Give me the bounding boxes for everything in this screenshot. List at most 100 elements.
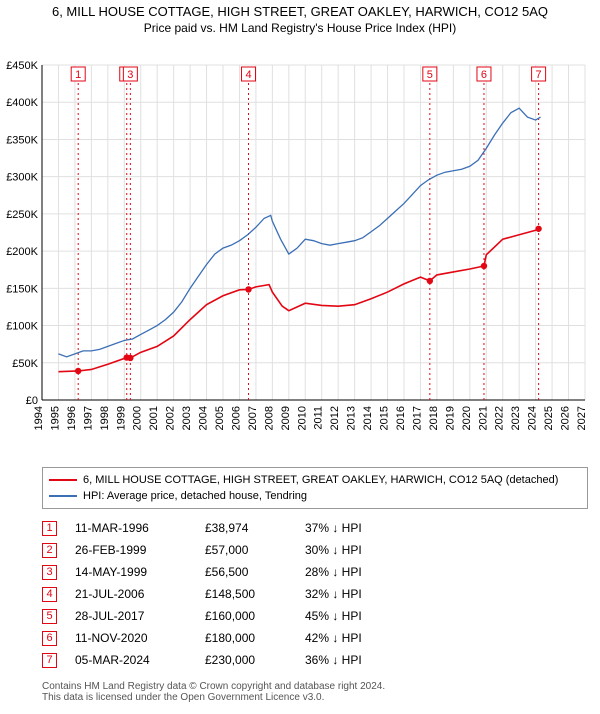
transaction-price: £180,000 xyxy=(205,631,305,645)
transaction-row: 3 14-MAY-1999£56,50028% ↓ HPI xyxy=(42,561,588,583)
svg-text:2005: 2005 xyxy=(214,406,226,430)
footer-line-1: Contains HM Land Registry data © Crown c… xyxy=(42,681,588,692)
transaction-table: 1 11-MAR-1996£38,97437% ↓ HPI 2 26-FEB-1999… xyxy=(42,517,588,671)
transaction-pct: 28% ↓ HPI xyxy=(305,565,415,579)
svg-text:£400K: £400K xyxy=(6,97,38,109)
svg-text:2019: 2019 xyxy=(444,406,456,430)
svg-text:2023: 2023 xyxy=(510,406,522,430)
transaction-date: 05-MAR-2024 xyxy=(75,653,205,667)
svg-text:7: 7 xyxy=(536,69,542,81)
legend-swatch xyxy=(49,495,77,497)
transaction-date: 11-MAR-1996 xyxy=(75,521,205,535)
svg-text:2008: 2008 xyxy=(263,406,275,430)
svg-text:2015: 2015 xyxy=(379,406,391,430)
svg-text:£100K: £100K xyxy=(6,321,38,333)
transaction-marker-box: 2 xyxy=(42,543,57,558)
svg-text:2010: 2010 xyxy=(296,406,308,430)
legend-item: 6, MILL HOUSE COTTAGE, HIGH STREET, GREA… xyxy=(49,472,581,488)
transaction-pct: 36% ↓ HPI xyxy=(305,653,415,667)
svg-text:£0: £0 xyxy=(26,395,38,407)
legend-label: HPI: Average price, detached house, Tend… xyxy=(83,490,307,502)
svg-text:3: 3 xyxy=(127,69,133,81)
svg-text:2022: 2022 xyxy=(494,406,506,430)
svg-text:1: 1 xyxy=(75,69,81,81)
line-chart: £0 £50K £100K £150K £200K £250K £300K £350K £400… xyxy=(0,35,600,465)
svg-text:2017: 2017 xyxy=(411,406,423,430)
transaction-date: 11-NOV-2020 xyxy=(75,631,205,645)
svg-text:2026: 2026 xyxy=(560,406,572,430)
svg-text:2016: 2016 xyxy=(395,406,407,430)
svg-text:1997: 1997 xyxy=(82,406,94,430)
transaction-pct: 32% ↓ HPI xyxy=(305,587,415,601)
transaction-marker-box: 6 xyxy=(42,631,57,646)
chart-area: £0 £50K £100K £150K £200K £250K £300K £350K £400… xyxy=(0,35,600,465)
svg-text:1995: 1995 xyxy=(49,406,61,430)
transaction-price: £56,500 xyxy=(205,565,305,579)
svg-text:1998: 1998 xyxy=(99,406,111,430)
svg-text:£50K: £50K xyxy=(12,358,38,370)
transaction-price: £160,000 xyxy=(205,609,305,623)
svg-text:2009: 2009 xyxy=(280,406,292,430)
transaction-price: £57,000 xyxy=(205,543,305,557)
footer-line-2: This data is licensed under the Open Gov… xyxy=(42,692,588,703)
transaction-row: 2 26-FEB-1999£57,00030% ↓ HPI xyxy=(42,539,588,561)
svg-text:2002: 2002 xyxy=(165,406,177,430)
svg-text:4: 4 xyxy=(245,69,251,81)
svg-text:2003: 2003 xyxy=(181,406,193,430)
transaction-date: 14-MAY-1999 xyxy=(75,565,205,579)
svg-text:2013: 2013 xyxy=(346,406,358,430)
transaction-marker-box: 1 xyxy=(42,521,57,536)
svg-text:1999: 1999 xyxy=(115,406,127,430)
transaction-pct: 42% ↓ HPI xyxy=(305,631,415,645)
svg-text:2004: 2004 xyxy=(198,406,210,430)
transaction-marker-box: 7 xyxy=(42,653,57,668)
legend: 6, MILL HOUSE COTTAGE, HIGH STREET, GREA… xyxy=(42,467,588,509)
transaction-row: 4 21-JUL-2006£148,50032% ↓ HPI xyxy=(42,583,588,605)
svg-text:2021: 2021 xyxy=(477,406,489,430)
svg-text:2000: 2000 xyxy=(132,406,144,430)
svg-text:1996: 1996 xyxy=(66,406,78,430)
transaction-marker-box: 3 xyxy=(42,565,57,580)
transaction-row: 6 11-NOV-2020£180,00042% ↓ HPI xyxy=(42,627,588,649)
transaction-date: 26-FEB-1999 xyxy=(75,543,205,557)
svg-text:5: 5 xyxy=(427,69,433,81)
transaction-pct: 37% ↓ HPI xyxy=(305,521,415,535)
svg-text:6: 6 xyxy=(481,69,487,81)
transaction-marker-box: 5 xyxy=(42,609,57,624)
svg-text:£200K: £200K xyxy=(6,246,38,258)
chart-title: 6, MILL HOUSE COTTAGE, HIGH STREET, GREA… xyxy=(0,4,600,19)
transaction-date: 21-JUL-2006 xyxy=(75,587,205,601)
svg-text:2012: 2012 xyxy=(329,406,341,430)
svg-text:2014: 2014 xyxy=(362,406,374,430)
svg-text:£350K: £350K xyxy=(6,134,38,146)
transaction-row: 5 28-JUL-2017£160,00045% ↓ HPI xyxy=(42,605,588,627)
svg-text:2020: 2020 xyxy=(461,406,473,430)
svg-text:2011: 2011 xyxy=(313,406,325,430)
svg-text:2024: 2024 xyxy=(527,406,539,430)
svg-text:2001: 2001 xyxy=(148,406,160,430)
legend-swatch xyxy=(49,479,77,481)
transaction-pct: 30% ↓ HPI xyxy=(305,543,415,557)
transaction-date: 28-JUL-2017 xyxy=(75,609,205,623)
svg-text:£450K: £450K xyxy=(6,60,38,72)
transaction-price: £148,500 xyxy=(205,587,305,601)
svg-text:1994: 1994 xyxy=(33,406,45,430)
transaction-marker-box: 4 xyxy=(42,587,57,602)
chart-subtitle: Price paid vs. HM Land Registry's House … xyxy=(0,21,600,35)
svg-text:2027: 2027 xyxy=(576,406,588,430)
transaction-pct: 45% ↓ HPI xyxy=(305,609,415,623)
svg-text:£300K: £300K xyxy=(6,172,38,184)
svg-text:2007: 2007 xyxy=(247,406,259,430)
svg-text:2006: 2006 xyxy=(230,406,242,430)
transaction-row: 1 11-MAR-1996£38,97437% ↓ HPI xyxy=(42,517,588,539)
legend-label: 6, MILL HOUSE COTTAGE, HIGH STREET, GREA… xyxy=(83,474,558,486)
legend-item: HPI: Average price, detached house, Tend… xyxy=(49,488,581,504)
svg-text:£250K: £250K xyxy=(6,209,38,221)
svg-text:2018: 2018 xyxy=(428,406,440,430)
transaction-price: £230,000 xyxy=(205,653,305,667)
transaction-row: 7 05-MAR-2024£230,00036% ↓ HPI xyxy=(42,649,588,671)
svg-text:2025: 2025 xyxy=(543,406,555,430)
transaction-price: £38,974 xyxy=(205,521,305,535)
svg-text:£150K: £150K xyxy=(6,283,38,295)
footer-attribution: Contains HM Land Registry data © Crown c… xyxy=(42,681,588,703)
